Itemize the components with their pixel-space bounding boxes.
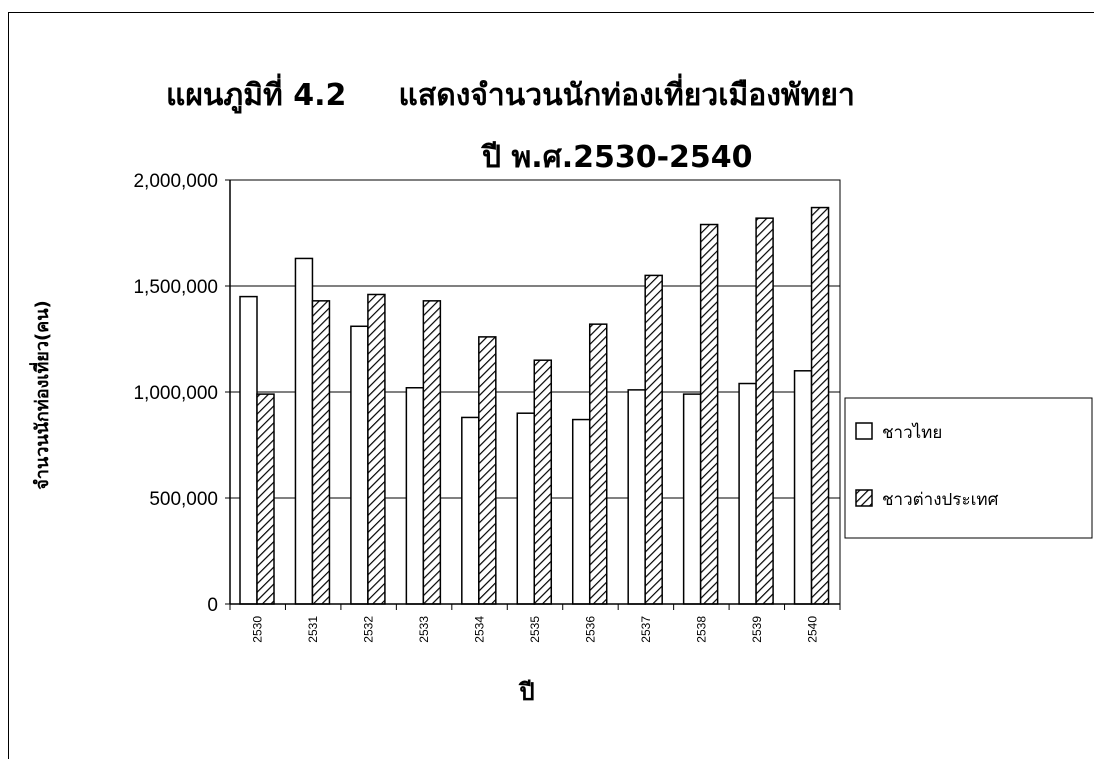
legend-box — [844, 397, 1093, 539]
y-tick-label: 1,000,000 — [133, 383, 218, 404]
y-tick-label: 2,000,000 — [133, 171, 218, 192]
bars — [239, 206, 830, 605]
legend-label-foreign: ชาวต่างประเทศ — [882, 490, 999, 510]
bar-thai-2537 — [627, 389, 646, 605]
bar-thai-2539 — [738, 382, 757, 605]
legend-swatch-foreign — [855, 489, 873, 507]
page-border-top — [8, 12, 1094, 13]
bar-foreign-2537 — [644, 274, 663, 605]
x-tick-label: 2536 — [583, 616, 597, 643]
bar-foreign-2540 — [810, 206, 830, 605]
x-tick-label: 2533 — [417, 616, 431, 643]
y-tick-label: 500,000 — [149, 489, 218, 510]
bar-foreign-2539 — [755, 217, 774, 605]
axes — [225, 179, 841, 610]
bar-thai-2534 — [461, 416, 480, 605]
bar-foreign-2533 — [422, 300, 442, 605]
bar-thai-2540 — [793, 370, 813, 605]
bar-foreign-2536 — [588, 323, 608, 605]
x-tick-label: 2530 — [251, 616, 265, 643]
x-tick-label: 2540 — [805, 616, 819, 643]
bar-thai-2532 — [350, 325, 369, 605]
x-tick-label: 2538 — [694, 616, 708, 643]
bar-thai-2538 — [682, 393, 702, 605]
bar-foreign-2535 — [533, 359, 553, 605]
chart-title: แผนภูมิที่ 4.2 แสดงจำนวนนักท่องเที่ยวเมื… — [166, 78, 855, 113]
x-tick-label: 2539 — [750, 616, 764, 643]
bar-foreign-2532 — [367, 293, 386, 605]
bar-foreign-2530 — [256, 393, 275, 605]
tick-labels: 0 500,000 1,000,000 1,500,000 2,000,000 2530 2… — [133, 171, 819, 643]
legend-swatch-thai — [855, 422, 873, 440]
page-border-left — [8, 12, 9, 759]
x-tick-label: 2537 — [639, 616, 653, 643]
x-tick-label: 2532 — [362, 616, 376, 643]
y-tick-label: 1,500,000 — [133, 277, 218, 298]
bar-foreign-2538 — [699, 223, 719, 605]
legend: ชาวไทย ชาวต่างประเทศ — [844, 397, 1093, 539]
bar-thai-2535 — [516, 412, 536, 605]
x-tick-label: 2534 — [473, 616, 487, 643]
x-axis-label: ปี — [518, 678, 534, 706]
bar-thai-2533 — [405, 387, 425, 605]
x-tick-label: 2535 — [528, 616, 542, 643]
bar-foreign-2534 — [478, 336, 497, 605]
y-axis-label: จำนวนนักท่องเที่ยว(คน) — [29, 300, 53, 490]
bar-foreign-2531 — [311, 300, 331, 605]
chart-subtitle: ปี พ.ศ.2530-2540 — [482, 140, 753, 175]
y-tick-label: 0 — [207, 595, 218, 616]
bar-thai-2536 — [571, 418, 591, 605]
bar-thai-2531 — [294, 257, 314, 605]
x-tick-label: 2531 — [306, 616, 320, 643]
legend-label-thai: ชาวไทย — [882, 422, 942, 443]
bar-thai-2530 — [239, 295, 258, 605]
